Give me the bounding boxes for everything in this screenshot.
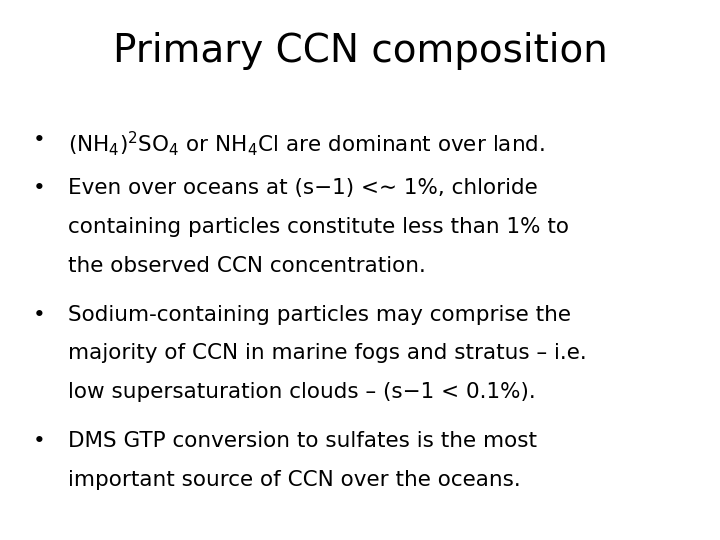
Text: $\mathrm{(NH_4)^2SO_4\ or\ NH_4Cl\ are\ dominant\ over\ land.}$: $\mathrm{(NH_4)^2SO_4\ or\ NH_4Cl\ are\ …: [68, 130, 545, 158]
Text: important source of CCN over the oceans.: important source of CCN over the oceans.: [68, 470, 521, 490]
Text: containing particles constitute less than 1% to: containing particles constitute less tha…: [68, 217, 570, 237]
Text: majority of CCN in marine fogs and stratus – i.e.: majority of CCN in marine fogs and strat…: [68, 343, 587, 363]
Text: DMS GTP conversion to sulfates is the most: DMS GTP conversion to sulfates is the mo…: [68, 431, 537, 451]
Text: Sodium-containing particles may comprise the: Sodium-containing particles may comprise…: [68, 305, 572, 325]
Text: the observed CCN concentration.: the observed CCN concentration.: [68, 256, 426, 276]
Text: •: •: [33, 431, 46, 451]
Text: •: •: [33, 178, 46, 198]
Text: •: •: [33, 305, 46, 325]
Text: low supersaturation clouds – (s−1 < 0.1%).: low supersaturation clouds – (s−1 < 0.1%…: [68, 382, 536, 402]
Text: Primary CCN composition: Primary CCN composition: [112, 32, 608, 70]
Text: •: •: [33, 130, 46, 150]
Text: Even over oceans at (s−1) <∼ 1%, chloride: Even over oceans at (s−1) <∼ 1%, chlorid…: [68, 178, 538, 198]
